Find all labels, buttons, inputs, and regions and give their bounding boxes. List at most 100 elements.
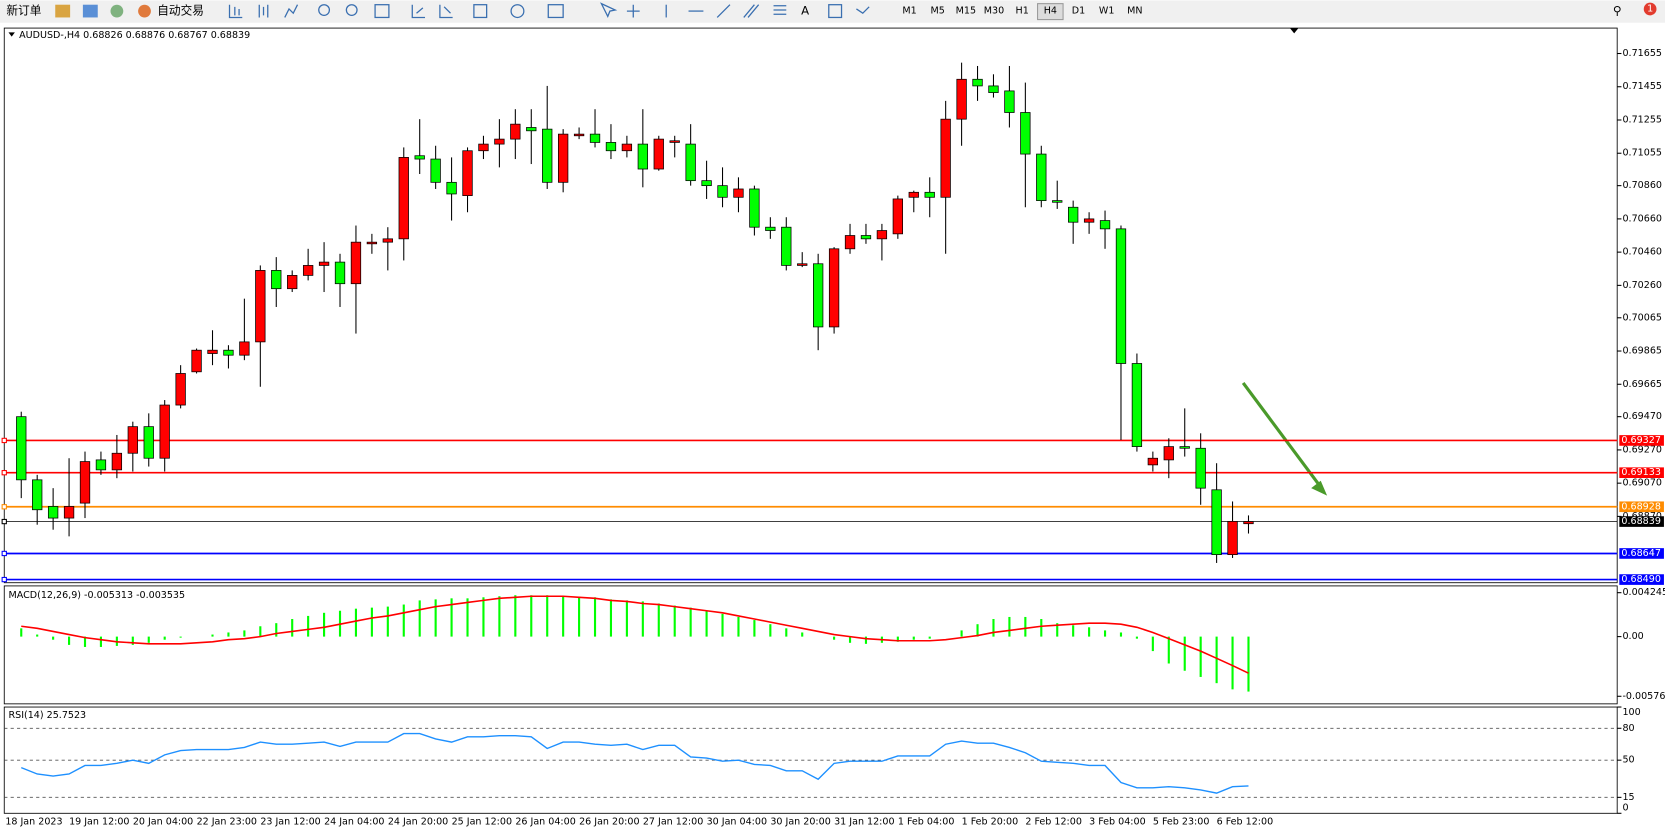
timeframe[interactable]: M30 (984, 6, 1004, 17)
svg-text:A: A (801, 4, 809, 18)
x-tick-label: 1 Feb 20:00 (962, 816, 1019, 827)
x-tick-label: 24 Jan 20:00 (388, 816, 448, 827)
y-tick-label: 0 (1622, 802, 1628, 813)
candle-body (876, 230, 888, 240)
candle-body (749, 188, 760, 228)
candle-body (1068, 206, 1079, 223)
candle-body (717, 185, 728, 198)
level-label-bg (1619, 574, 1664, 585)
y-tick-label: 0.70860 (1622, 180, 1661, 191)
timeframe[interactable]: MN (1127, 6, 1142, 17)
candle-body (542, 128, 553, 183)
timeframe[interactable]: M15 (956, 6, 976, 17)
candle-body (191, 349, 202, 373)
timeframe[interactable]: M5 (931, 6, 945, 17)
candle-body (111, 452, 123, 471)
level-handle (1, 550, 7, 557)
y-tick-label: 0.00 (1622, 631, 1643, 642)
y-tick-label: 50 (1622, 755, 1634, 766)
y-tick-label: 0.69470 (1622, 411, 1661, 422)
y-tick-label: 0.71455 (1622, 81, 1661, 92)
candle-body (653, 138, 664, 170)
candle-body (366, 241, 378, 245)
rsi-line (20, 732, 1249, 794)
candle-body (781, 226, 792, 266)
shift-marker (1289, 28, 1299, 34)
candle-body (669, 140, 680, 143)
y-tick-label: -0.005768 (1622, 691, 1665, 702)
candle-body (1243, 521, 1254, 525)
candle-body (1179, 446, 1190, 449)
candle-body (462, 150, 473, 196)
auto-trading[interactable]: 自动交易 (157, 4, 204, 18)
x-tick-label: 26 Jan 20:00 (579, 816, 639, 827)
tool-icons[interactable]: A (228, 2, 870, 19)
alert-badge[interactable] (1643, 2, 1657, 16)
candle-body (79, 461, 91, 504)
candle-body (398, 157, 409, 240)
candle-body (318, 261, 330, 266)
x-tick-label: 18 Jan 2023 (5, 816, 62, 827)
timeframe[interactable]: D1 (1072, 6, 1085, 17)
y-tick-label: 0.69865 (1622, 346, 1661, 357)
candle-body (223, 349, 234, 356)
macd-panel (3, 585, 1618, 705)
y-tick-label: 0.70660 (1622, 213, 1661, 224)
candle-body (988, 85, 999, 93)
level-handle (1, 576, 7, 583)
candle-body (685, 143, 696, 182)
icon[interactable] (55, 4, 71, 18)
candle-body (908, 191, 919, 198)
x-tick-label: 20 Jan 04:00 (133, 816, 193, 827)
icon[interactable] (82, 4, 98, 18)
candle-body (1227, 521, 1238, 556)
candle-body (47, 506, 59, 519)
level-handle (1, 470, 7, 476)
search-icon[interactable]: ⚲ (1613, 4, 1622, 18)
candle-body (1163, 446, 1174, 461)
timeframe[interactable]: H1 (1016, 6, 1029, 17)
y-tick-label: 0.70460 (1622, 247, 1661, 258)
level-label: 0.69133 (1621, 467, 1660, 478)
level-handle (1, 504, 7, 510)
y-tick-label: 0.69665 (1622, 379, 1661, 390)
y-tick-label: 0.71255 (1622, 114, 1661, 125)
timeframe[interactable]: M1 (902, 6, 916, 17)
candle-body (860, 235, 872, 240)
candle-body (924, 191, 935, 198)
y-tick-label: 0.69270 (1622, 444, 1661, 455)
candle-body (430, 158, 441, 183)
candle-body (478, 143, 489, 152)
level-label: 0.68647 (1621, 548, 1660, 559)
timeframe[interactable]: H4 (1044, 6, 1057, 17)
candle-body (1083, 218, 1095, 223)
level-label: 0.68839 (1621, 516, 1660, 527)
alert-count: 1 (1647, 3, 1653, 14)
candle-body (589, 133, 601, 143)
candle-body (1115, 228, 1127, 364)
candle-body (510, 123, 521, 140)
x-tick-label: 27 Jan 12:00 (643, 816, 703, 827)
candle-body (159, 404, 170, 459)
candle-body (733, 188, 744, 198)
new-order[interactable]: 新订单 (6, 4, 41, 18)
macd-title: MACD(12,26,9) -0.005313 -0.003535 (9, 590, 186, 601)
icon[interactable] (110, 4, 124, 18)
collapse-marker (8, 32, 15, 37)
toolbar: 新订单 自动交易 A M1 M5 M15 M30 H1 H4 D1 W1 MN ⚲ 1 (0, 0, 1665, 23)
signal-line (21, 595, 1249, 674)
annotation-arrow (1241, 382, 1328, 496)
y-tick-label: 0.71055 (1622, 148, 1661, 159)
x-tick-label: 24 Jan 04:00 (324, 816, 384, 827)
candle-body (1147, 457, 1159, 466)
icon[interactable] (138, 4, 151, 18)
candle-body (956, 78, 967, 120)
main-panel (3, 27, 1618, 584)
x-tick-label: 2 Feb 12:00 (1025, 816, 1082, 827)
level-label: 0.68490 (1621, 574, 1660, 585)
candle-body (350, 241, 362, 285)
candle-body (334, 261, 346, 285)
timeframe[interactable]: W1 (1099, 6, 1115, 17)
